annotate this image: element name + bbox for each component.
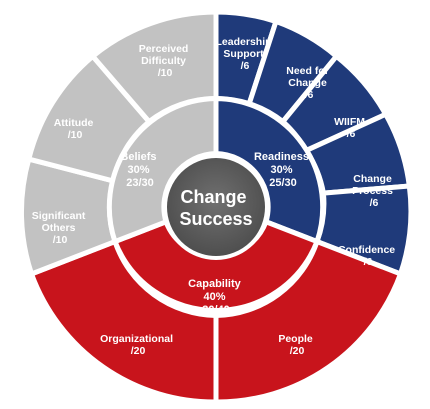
- label-readiness: Readiness 30% 25/30: [254, 151, 312, 189]
- label-attitude-line-2: /10: [68, 129, 83, 141]
- label-perceived-difficulty-line-2: Difficulty: [141, 55, 186, 67]
- label-need-for-change-line-3: /6: [305, 89, 314, 101]
- label-need-for-change-line-2: Change: [288, 77, 327, 89]
- label-perceived-difficulty-line-3: /10: [158, 67, 173, 79]
- label-wiifm-line-2: /6: [347, 128, 356, 140]
- label-organizational: Organizational /20: [100, 333, 176, 357]
- label-capability: Capability 40% 30/40: [188, 278, 244, 316]
- label-wiifm-line-1: WIIFM: [334, 116, 365, 128]
- label-change-process-line-1: Change: [353, 173, 392, 185]
- label-confidence-line-2: /6: [364, 256, 373, 268]
- label-perceived-difficulty: Perceived Difficulty /10: [139, 43, 192, 79]
- label-capability-line-3: 30/40: [202, 304, 230, 316]
- center-title-line-1: Change: [180, 187, 246, 207]
- label-confidence: Confidence /6: [338, 244, 398, 268]
- label-significant-others-line-1: Significant: [32, 210, 86, 222]
- label-change-process-line-3: /6: [370, 197, 379, 209]
- label-significant-others: Significant Others /10: [32, 210, 89, 246]
- label-capability-line-1: Capability: [188, 278, 241, 290]
- label-readiness-line-1: Readiness: [254, 151, 309, 163]
- label-readiness-line-2: 30%: [270, 164, 292, 176]
- label-significant-others-line-2: Others: [42, 222, 76, 234]
- label-people: People /20: [278, 333, 315, 357]
- label-beliefs-line-2: 30%: [127, 164, 149, 176]
- segment-organizational: [28, 238, 219, 405]
- label-beliefs-line-3: 23/30: [126, 177, 154, 189]
- label-readiness-line-3: 25/30: [269, 177, 297, 189]
- label-change-process-line-2: Process: [352, 185, 393, 197]
- label-leadership-support: Leadership Support /6: [216, 36, 275, 72]
- label-leadership-support-line-2: Support: [223, 48, 264, 60]
- label-organizational-line-1: Organizational: [100, 333, 173, 345]
- label-perceived-difficulty-line-1: Perceived: [139, 43, 189, 55]
- label-change-process: Change Process /6: [352, 173, 396, 209]
- center-title-line-2: Success: [179, 209, 252, 229]
- label-significant-others-line-3: /10: [53, 234, 68, 246]
- label-attitude-line-1: Attitude: [54, 117, 94, 129]
- label-wiifm: WIIFM /6: [334, 116, 368, 140]
- label-leadership-support-line-1: Leadership: [216, 36, 272, 48]
- label-need-for-change-line-1: Need for: [286, 65, 329, 77]
- label-people-line-1: People: [278, 333, 313, 345]
- center-circle: [163, 154, 269, 260]
- label-need-for-change: Need for Change /6: [286, 65, 332, 101]
- label-people-line-2: /20: [290, 345, 305, 357]
- label-confidence-line-1: Confidence: [338, 244, 395, 256]
- label-organizational-line-2: /20: [131, 345, 146, 357]
- center-title: Change Success: [179, 187, 252, 229]
- label-beliefs-line-1: Beliefs: [120, 151, 156, 163]
- label-capability-line-2: 40%: [203, 291, 225, 303]
- label-beliefs: Beliefs 30% 23/30: [120, 151, 159, 189]
- label-leadership-support-line-3: /6: [241, 60, 250, 72]
- label-attitude: Attitude /10: [54, 117, 97, 141]
